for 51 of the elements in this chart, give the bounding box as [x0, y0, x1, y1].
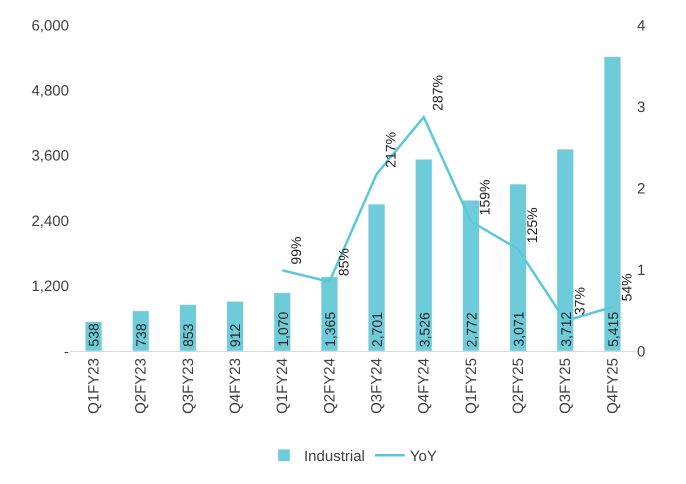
data-label: 738 — [132, 323, 149, 347]
y2-tick-label: 0 — [637, 343, 646, 360]
y2-tick-label: 2 — [637, 180, 646, 198]
x-tick-label: Q3FY23 — [180, 358, 197, 414]
bar — [462, 200, 480, 351]
y2-tick-label: 3 — [637, 98, 646, 116]
data-label: 912 — [227, 324, 244, 348]
data-label: 2,701 — [369, 312, 386, 348]
x-tick-label: Q4FY24 — [416, 358, 433, 414]
data-label: 217% — [382, 132, 398, 168]
y-tick-label: 1,200 — [31, 278, 69, 296]
y-tick-label: 6,000 — [31, 17, 69, 34]
legend-label: Industrial — [304, 448, 365, 466]
x-tick-label: Q1FY23 — [85, 358, 102, 414]
bar — [556, 149, 574, 351]
data-label: 54% — [618, 273, 634, 302]
y-tick-label: - — [64, 343, 69, 360]
x-tick-label: Q2FY24 — [321, 358, 338, 414]
bar — [415, 159, 432, 351]
data-label: 3,712 — [558, 312, 574, 347]
x-tick-label: Q1FY25 — [462, 358, 480, 414]
y-tick-label: 2,400 — [31, 212, 69, 230]
data-label: 85% — [336, 248, 352, 276]
x-tick-label: Q2FY25 — [510, 358, 527, 414]
data-label: 99% — [288, 236, 304, 265]
legend-label: YoY — [410, 448, 437, 466]
x-tick-label: Q3FY24 — [368, 358, 386, 414]
data-label: 5,415 — [604, 312, 621, 347]
bar — [604, 56, 621, 351]
data-label: 853 — [180, 323, 196, 347]
data-label: 125% — [524, 207, 540, 244]
data-label: 538 — [86, 323, 102, 347]
x-tick-label: Q4FY23 — [226, 358, 244, 414]
y2-tick-label: 1 — [637, 262, 646, 279]
data-label: 1,070 — [274, 312, 291, 347]
data-label: 3,071 — [510, 311, 527, 347]
x-tick-label: Q1FY24 — [274, 358, 292, 414]
bar — [368, 204, 386, 351]
x-tick-label: Q3FY25 — [557, 358, 574, 414]
data-label: 3,526 — [416, 312, 432, 348]
data-label: 159% — [476, 180, 492, 216]
data-label: 1,365 — [322, 312, 338, 347]
y-tick-label: 3,600 — [31, 148, 69, 165]
y2-tick-label: 4 — [637, 17, 646, 34]
data-label: 37% — [571, 287, 588, 316]
data-label: 2,772 — [463, 312, 480, 348]
x-tick-label: Q2FY23 — [132, 358, 150, 414]
data-label: 287% — [430, 75, 446, 111]
x-tick-label: Q4FY25 — [604, 358, 622, 414]
y-tick-label: 4,800 — [31, 82, 69, 100]
bar — [510, 184, 527, 351]
